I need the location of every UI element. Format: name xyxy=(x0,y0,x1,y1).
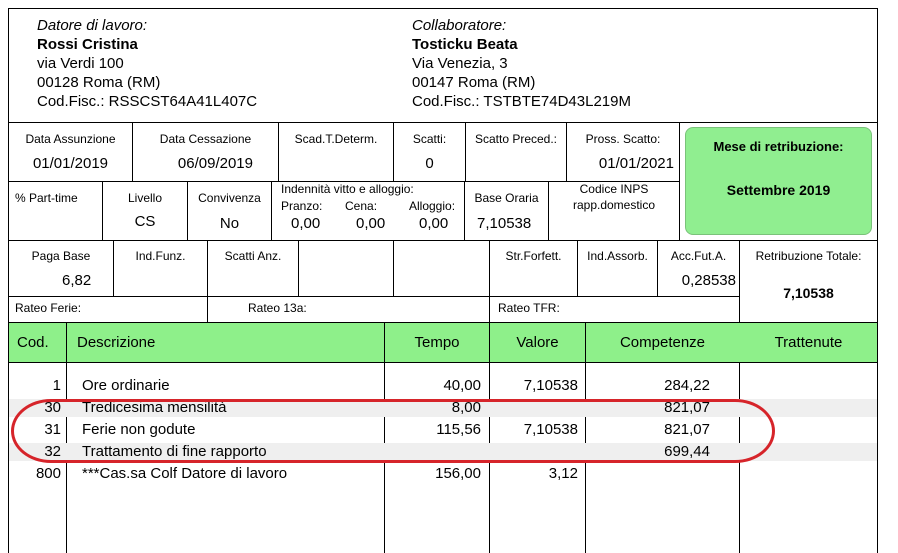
table-cell-desc: Tredicesima mensilità xyxy=(82,399,227,416)
table-cell-competenze: 821,07 xyxy=(664,421,710,438)
table-cell-tempo: 156,00 xyxy=(435,465,481,482)
livello-value: CS xyxy=(134,213,156,230)
convivenza-value: No xyxy=(219,215,240,232)
table-cell-tempo: 8,00 xyxy=(451,399,481,416)
collaborator-name: Tosticku Beata xyxy=(412,36,518,53)
scad-t-determ-label: Scad.T.Determ. xyxy=(294,132,378,146)
table-cell-cod: 1 xyxy=(52,377,61,394)
pross-scatto-label: Pross. Scatto: xyxy=(585,132,661,146)
str-forfett-label: Str.Forfett. xyxy=(505,249,562,263)
rateo-tfr-label: Rateo TFR: xyxy=(498,301,560,315)
row-shade xyxy=(9,443,877,461)
payslip: Datore di lavoro: Rossi Cristina via Ver… xyxy=(8,8,878,553)
pranzo-label: Pranzo: xyxy=(281,199,323,213)
retribuzione-totale-value: 7,10538 xyxy=(783,285,834,301)
col-header-valore: Valore xyxy=(516,334,559,351)
table-cell-competenze: 699,44 xyxy=(664,443,710,460)
paga-base-value: 6,82 xyxy=(62,272,92,289)
table-cell-valore: 3,12 xyxy=(548,465,578,482)
row-shade xyxy=(9,399,877,417)
highlight-oval xyxy=(11,399,775,463)
employer-taxcode: Cod.Fisc.: RSSCST64A41L407C xyxy=(37,93,258,110)
scatti-anz-label: Scatti Anz. xyxy=(224,249,282,263)
mese-retribuzione-value: Settembre 2019 xyxy=(726,182,831,198)
data-cessazione-label: Data Cessazione xyxy=(159,132,252,146)
scatti-value: 0 xyxy=(425,155,434,172)
employer-city: 00128 Roma (RM) xyxy=(37,74,161,91)
col-header-descrizione: Descrizione xyxy=(77,334,156,351)
table-cell-desc: ***Cas.sa Colf Datore di lavoro xyxy=(82,465,288,482)
collaborator-label: Collaboratore: xyxy=(412,17,507,34)
col-header-competenze: Competenze xyxy=(619,334,706,351)
alloggio-value: 0,00 xyxy=(419,215,449,232)
indennita-label: Indennità vitto e alloggio: xyxy=(281,182,414,196)
part-time-label: % Part-time xyxy=(15,191,78,205)
data-assunzione-value: 01/01/2019 xyxy=(32,155,109,172)
acc-fut-value: 0,28538 xyxy=(681,272,736,289)
table-cell-tempo: 115,56 xyxy=(436,421,481,438)
table-cell-cod: 800 xyxy=(35,465,61,482)
data-assunzione-label: Data Assunzione xyxy=(25,132,116,146)
table-cell-valore: 7,10538 xyxy=(523,377,578,394)
table-cell-valore: 7,10538 xyxy=(523,421,578,438)
employer-address: via Verdi 100 xyxy=(37,55,124,72)
data-cessazione-value: 06/09/2019 xyxy=(177,155,253,172)
rateo-13a-label: Rateo 13a: xyxy=(248,301,307,315)
retribuzione-totale-label: Retribuzione Totale: xyxy=(755,249,862,263)
employer-block: Datore di lavoro: Rossi Cristina via Ver… xyxy=(37,16,397,111)
alloggio-label: Alloggio: xyxy=(409,199,456,213)
cena-value: 0,00 xyxy=(356,215,386,232)
livello-label: Livello xyxy=(127,191,163,205)
table-cell-tempo: 40,00 xyxy=(443,377,481,394)
base-oraria-value: 7,10538 xyxy=(477,215,532,232)
base-oraria-label: Base Oraria xyxy=(474,191,539,205)
pross-scatto-value: 01/01/2021 xyxy=(598,155,674,172)
col-header-trattenute: Trattenute xyxy=(774,334,843,351)
collaborator-city: 00147 Roma (RM) xyxy=(412,74,536,91)
table-header-bg xyxy=(9,323,877,362)
rateo-ferie-label: Rateo Ferie: xyxy=(15,301,82,315)
collaborator-address: Via Venezia, 3 xyxy=(412,55,508,72)
paga-base-label: Paga Base xyxy=(31,249,91,263)
cena-label: Cena: xyxy=(345,199,378,213)
scatti-label: Scatti: xyxy=(412,132,447,146)
pranzo-value: 0,00 xyxy=(291,215,321,232)
mese-retribuzione-label: Mese di retribuzione: xyxy=(713,139,844,154)
table-cell-desc: Trattamento di fine rapporto xyxy=(82,443,267,460)
scatto-preced-label: Scatto Preced.: xyxy=(474,132,558,146)
ind-funz-label: Ind.Funz. xyxy=(135,249,186,263)
rapp-domestico-label: rapp.domestico xyxy=(572,198,656,212)
col-header-tempo: Tempo xyxy=(414,334,460,351)
convivenza-label: Convivenza xyxy=(198,191,261,205)
mese-retribuzione-badge xyxy=(685,127,872,235)
acc-fut-label: Acc.Fut.A. xyxy=(670,249,727,263)
collaborator-taxcode: Cod.Fisc.: TSTBTE74D43L219M xyxy=(412,93,631,110)
col-header-cod: Cod. xyxy=(17,334,49,351)
ind-assorb-label: Ind.Assorb. xyxy=(587,249,648,263)
codice-inps-label: Codice INPS xyxy=(579,182,649,196)
table-cell-desc: Ore ordinarie xyxy=(82,377,170,394)
table-cell-competenze: 284,22 xyxy=(664,377,710,394)
table-cell-competenze: 821,07 xyxy=(664,399,710,416)
collaborator-block: Collaboratore: Tosticku Beata Via Venezi… xyxy=(412,16,792,111)
employer-name: Rossi Cristina xyxy=(37,36,138,53)
employer-label: Datore di lavoro: xyxy=(37,17,148,34)
table-cell-desc: Ferie non godute xyxy=(82,421,196,438)
